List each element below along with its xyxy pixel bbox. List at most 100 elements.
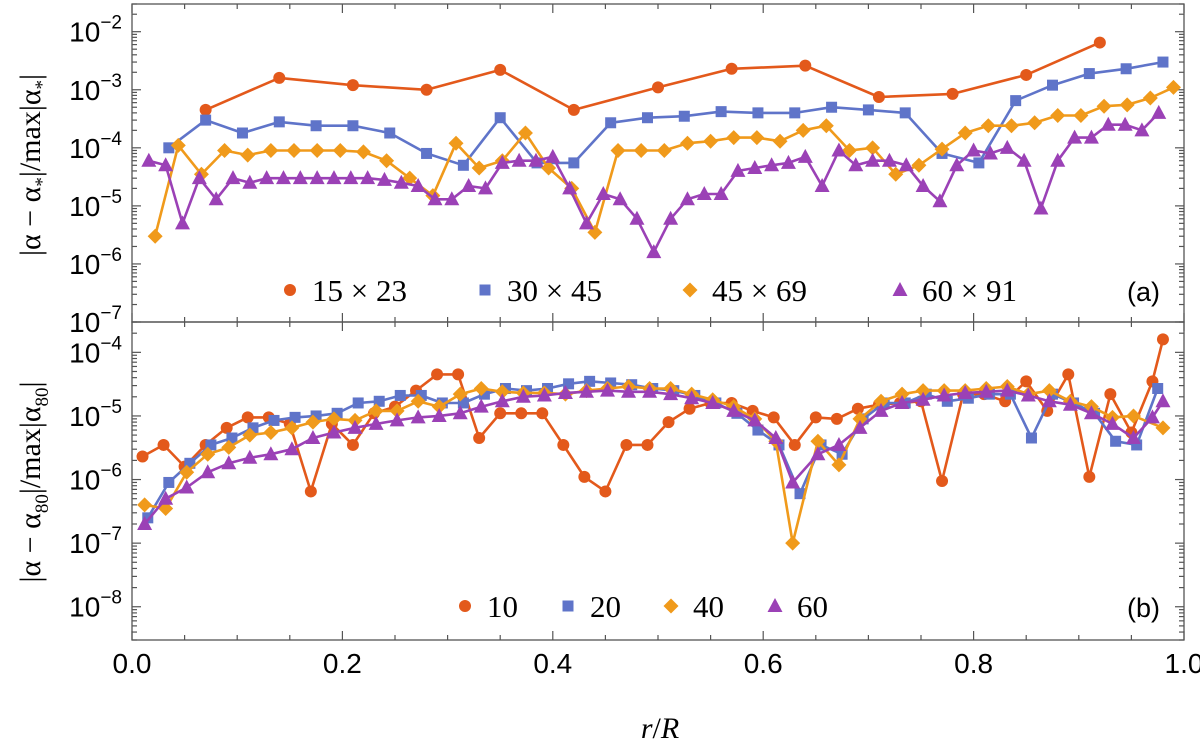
data-point [764,157,780,172]
data-point [331,407,343,419]
data-point [772,133,788,149]
data-point [1131,439,1143,451]
data-point [980,118,996,134]
data-point [642,383,658,398]
data-point [346,79,359,92]
data-point [268,414,280,426]
data-point [326,170,342,185]
data-point [562,180,578,195]
data-point [872,91,885,104]
data-point [517,125,533,141]
data-point [768,430,784,445]
data-point [247,422,259,434]
data-point [894,394,910,409]
data-point [1126,408,1142,424]
data-point [157,438,170,451]
legend-marker [682,282,698,298]
data-point [1155,393,1171,408]
data-point [368,415,384,430]
data-point [982,145,998,160]
data-point [376,171,392,186]
data-point [494,63,507,76]
data-point [752,424,764,436]
legend-marker [459,600,471,612]
series-line [144,385,1164,545]
data-point [431,368,444,381]
series-60-91 [141,104,1167,259]
legend-item: 40 [663,589,724,624]
data-point [170,137,186,153]
data-point [862,104,874,116]
panel-b-series [136,333,1171,551]
y-tick-label: 10−6 [69,461,122,496]
data-point [1142,90,1158,106]
panel-a-series [141,36,1181,259]
x-tick-label: 0.0 [113,648,152,679]
data-point [949,157,965,172]
legend-label: 40 [693,589,724,624]
data-point [457,397,469,409]
legend-label: 20 [590,589,621,624]
data-point [310,120,322,132]
data-point [158,157,174,172]
data-point [679,135,695,151]
legend-marker [562,600,574,612]
data-point [973,157,985,169]
legend-label: 30 × 45 [507,273,602,308]
data-point [809,411,822,424]
legend-label: 60 × 91 [922,273,1017,308]
data-point [852,419,868,434]
data-point [767,411,780,424]
data-point [545,148,561,163]
data-point [263,446,279,461]
data-point [873,393,889,409]
data-point [477,180,493,195]
data-point [851,402,864,415]
data-point [494,407,507,420]
legend-marker [767,598,783,612]
data-point [452,386,468,402]
data-point [402,170,418,186]
data-point [494,384,510,400]
data-point [932,193,948,208]
data-point [936,474,949,487]
data-point [946,87,959,100]
data-point [360,170,376,185]
y-tick-label: 10−4 [69,333,122,368]
data-point [1050,108,1066,124]
data-point [275,170,291,185]
x-tick-label: 0.6 [744,648,783,679]
data-point [1062,396,1078,411]
data-point [831,436,847,451]
data-point [158,490,174,505]
data-point [347,120,359,132]
legend-item: 45 × 69 [682,273,807,308]
data-point [752,107,764,119]
data-point [568,157,580,169]
data-point [200,114,212,126]
series-60 [137,382,1171,530]
data-point [684,390,700,405]
data-point [191,170,207,185]
data-point [304,485,317,498]
data-point [999,139,1015,154]
data-point [881,152,897,167]
data-point [347,419,363,434]
data-point [326,424,342,439]
data-point [780,154,796,169]
data-point [511,152,527,167]
data-point [620,438,633,451]
data-point [494,393,510,408]
panel-a: (a) |α − α*|/max|α*| 10−210−310−410−510−… [14,3,1185,338]
data-point [1041,383,1057,399]
data-point [679,191,695,206]
legend-item: 10 [459,589,518,624]
data-point [678,110,690,122]
data-point [444,191,460,206]
y-tick-label: 10−5 [69,187,122,222]
data-point [799,59,812,72]
data-point [200,464,216,479]
data-point [384,127,396,139]
data-point [999,382,1015,397]
data-point [452,368,465,381]
